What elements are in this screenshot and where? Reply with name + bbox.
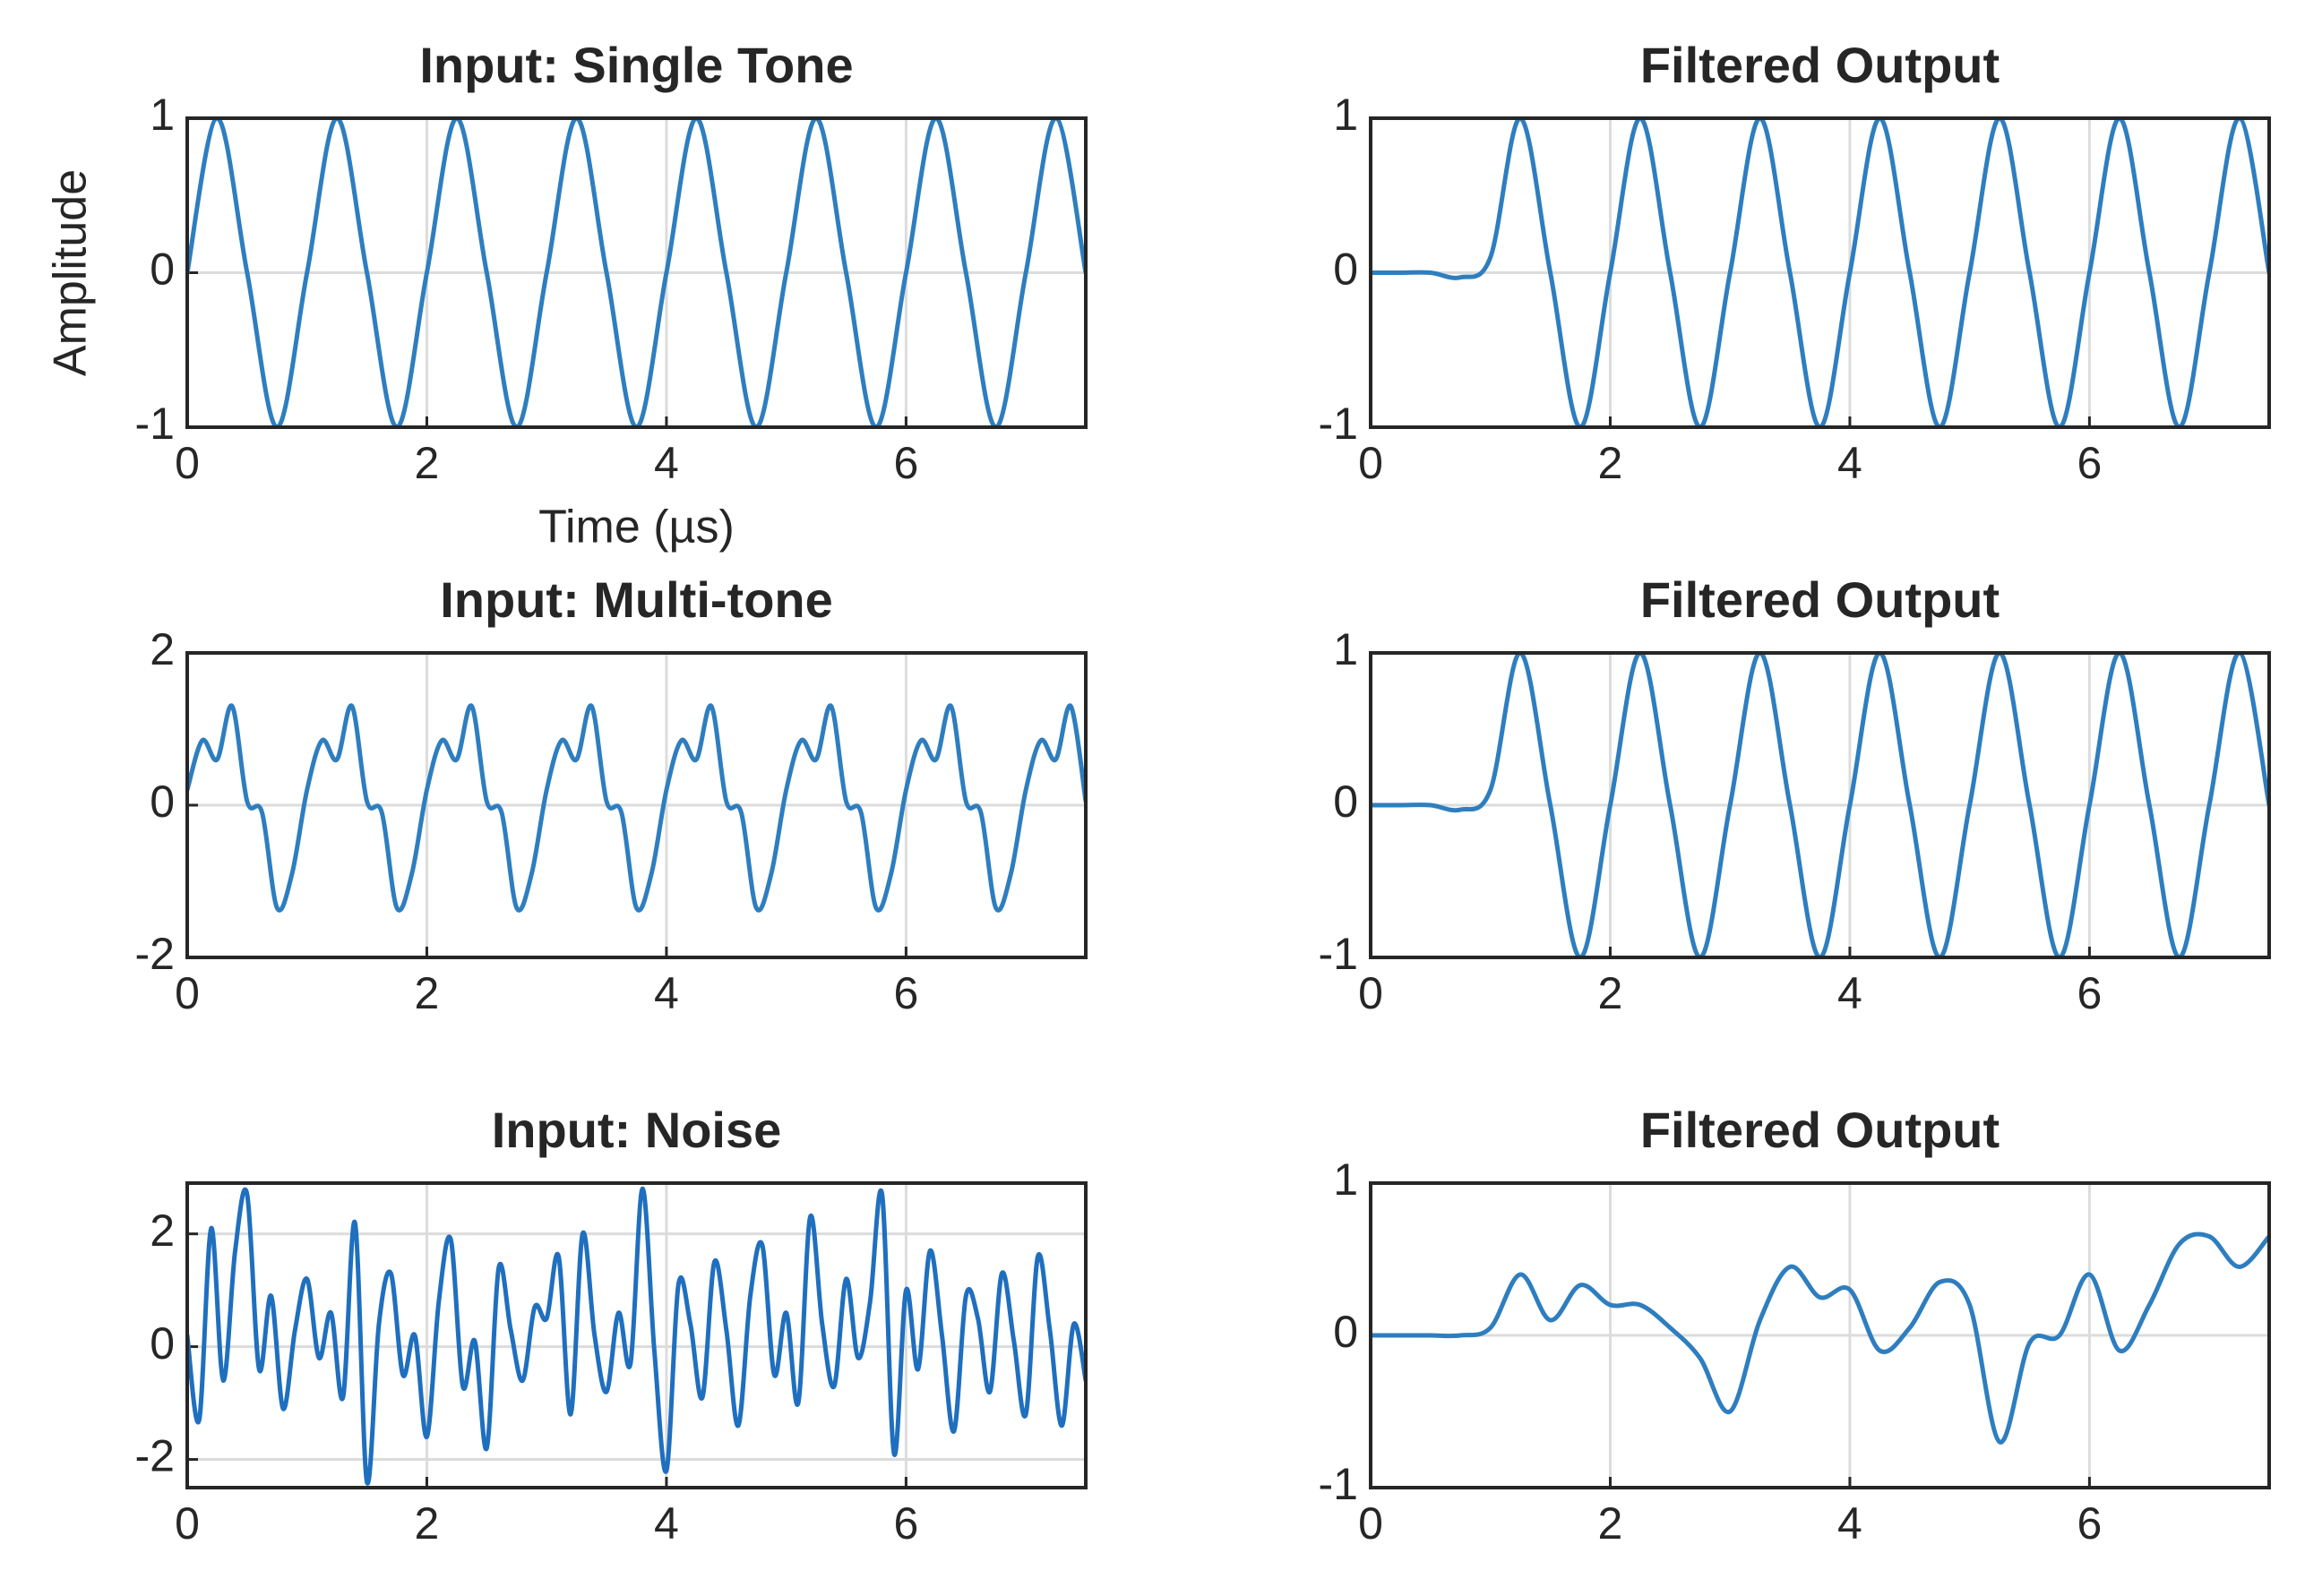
plot-frame — [1369, 116, 2271, 429]
y-tick-label: 0 — [150, 777, 175, 827]
x-tick-label: 4 — [1837, 438, 1862, 488]
x-tick-label: 0 — [175, 968, 200, 1018]
y-tick-label: -1 — [1319, 929, 1358, 979]
signal-line — [1371, 653, 2269, 957]
y-tick-label: -2 — [135, 929, 175, 979]
y-axis-label: Amplitude — [45, 169, 97, 376]
x-tick-label: 0 — [1358, 438, 1383, 488]
x-tick-label: 4 — [654, 1498, 679, 1549]
line-layer — [1371, 653, 2269, 957]
plot-frame — [1369, 651, 2271, 959]
y-tick-label: 2 — [150, 624, 175, 674]
y-tick-label: 0 — [150, 1318, 175, 1369]
x-tick-label: 0 — [175, 1498, 200, 1549]
x-tick-label: 4 — [654, 438, 679, 488]
y-tick-label: 0 — [1333, 777, 1358, 827]
subplot-title: Filtered Output — [1640, 571, 2000, 628]
y-tick-label: -1 — [135, 399, 175, 449]
signal-line — [187, 1186, 1086, 1486]
y-tick-label: 1 — [150, 90, 175, 140]
y-tick-label: -1 — [1319, 399, 1358, 449]
x-tick-label: 4 — [1837, 968, 1862, 1018]
signal-line — [1371, 118, 2269, 427]
x-tick-label: 6 — [2077, 1498, 2102, 1549]
y-tick-label: 1 — [1333, 90, 1358, 140]
line-layer — [187, 703, 1086, 913]
subplot-title: Input: Noise — [492, 1102, 782, 1158]
line-layer — [1371, 1231, 2269, 1445]
x-tick-label: 2 — [1598, 438, 1623, 488]
line-layer — [1371, 118, 2269, 427]
subplot-title: Filtered Output — [1640, 1102, 2000, 1158]
x-tick-label: 6 — [893, 1498, 918, 1549]
x-tick-label: 4 — [1837, 1498, 1862, 1549]
y-tick-label: 1 — [1333, 1154, 1358, 1205]
y-tick-label: -1 — [1319, 1459, 1358, 1509]
x-tick-label: 6 — [2077, 438, 2102, 488]
y-tick-label: 2 — [150, 1206, 175, 1256]
x-tick-label: 6 — [2077, 968, 2102, 1018]
x-tick-label: 2 — [1598, 968, 1623, 1018]
x-tick-label: 4 — [654, 968, 679, 1018]
x-tick-label: 2 — [415, 1498, 440, 1549]
signal-line — [187, 703, 1086, 913]
y-tick-label: 0 — [150, 245, 175, 295]
plot-frame — [185, 651, 1088, 959]
x-tick-label: 0 — [1358, 968, 1383, 1018]
plot-frame — [185, 116, 1088, 429]
x-tick-label: 6 — [893, 438, 918, 488]
x-tick-label: 6 — [893, 968, 918, 1018]
plot-frame — [1369, 1181, 2271, 1489]
subplot-title: Input: Single Tone — [419, 37, 853, 93]
x-tick-label: 2 — [415, 968, 440, 1018]
y-tick-label: 1 — [1333, 624, 1358, 674]
subplot-title: Filtered Output — [1640, 37, 2000, 93]
x-tick-label: 0 — [175, 438, 200, 488]
signal-line — [1371, 1231, 2269, 1445]
subplot-title: Input: Multi-tone — [440, 571, 833, 628]
x-tick-label: 2 — [1598, 1498, 1623, 1549]
x-tick-label: 2 — [415, 438, 440, 488]
line-layer — [187, 1186, 1086, 1486]
plot-frame — [185, 1181, 1088, 1489]
x-axis-label: Time (µs) — [538, 502, 735, 553]
x-tick-label: 0 — [1358, 1498, 1383, 1549]
y-tick-label: -2 — [135, 1431, 175, 1481]
y-tick-label: 0 — [1333, 245, 1358, 295]
y-tick-label: 0 — [1333, 1307, 1358, 1357]
